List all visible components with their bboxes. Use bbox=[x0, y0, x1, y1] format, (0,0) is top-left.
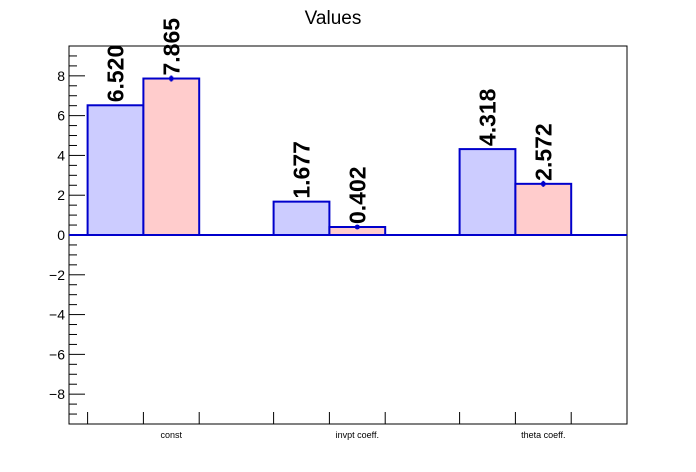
x-category-label: invpt coeff. bbox=[336, 430, 379, 440]
chart-title: Values bbox=[305, 8, 362, 29]
value-labels-group: 6.520 7.865 1.677 0.402 4.318 2.572 bbox=[103, 18, 557, 224]
bar-value-label: 2.572 bbox=[530, 123, 556, 181]
error-bar-marker bbox=[355, 225, 360, 230]
y-tick-label: −4 bbox=[49, 307, 65, 323]
bar-value-label: 7.865 bbox=[158, 18, 184, 76]
bar bbox=[86, 104, 145, 236]
bar-value-label: 1.677 bbox=[289, 141, 315, 199]
bar-value-label: 0.402 bbox=[344, 166, 370, 224]
bar bbox=[142, 77, 201, 236]
x-category-label: const bbox=[161, 430, 183, 440]
y-tick-label: 0 bbox=[57, 227, 65, 243]
bar bbox=[458, 148, 517, 236]
y-tick-label: 8 bbox=[57, 68, 65, 84]
y-tick-label: −6 bbox=[49, 346, 65, 362]
bar bbox=[272, 200, 331, 236]
x-axis: const invpt coeff. theta coeff. bbox=[87, 412, 572, 440]
bar-value-label: 4.318 bbox=[475, 88, 501, 146]
bar-value-label: 6.520 bbox=[103, 45, 129, 103]
y-tick-label: 2 bbox=[57, 187, 65, 203]
error-bar-marker bbox=[169, 76, 174, 81]
y-tick-label: 4 bbox=[57, 147, 65, 163]
error-bar-marker bbox=[541, 181, 546, 186]
bar bbox=[514, 182, 573, 236]
y-tick-label: −8 bbox=[49, 386, 65, 402]
x-category-label: theta coeff. bbox=[521, 430, 565, 440]
y-tick-label: 6 bbox=[57, 108, 65, 124]
y-tick-label: −2 bbox=[49, 267, 65, 283]
y-axis: −8 −6 −4 −2 0 2 4 6 8 bbox=[49, 45, 85, 425]
